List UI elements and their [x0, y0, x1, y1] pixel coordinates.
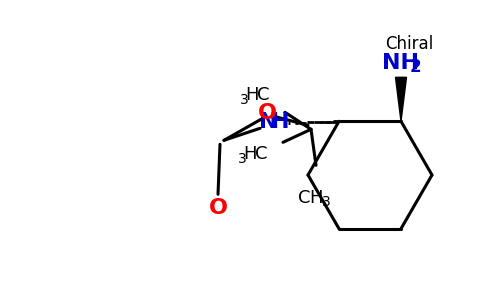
- Text: 3: 3: [238, 152, 247, 166]
- Text: N: N: [259, 112, 277, 132]
- Polygon shape: [395, 77, 407, 121]
- Text: H: H: [309, 189, 323, 207]
- Text: 3: 3: [322, 195, 331, 209]
- Text: H: H: [271, 112, 289, 132]
- Text: H: H: [243, 145, 257, 163]
- Text: 3: 3: [240, 93, 249, 107]
- Text: NH: NH: [381, 53, 419, 73]
- Text: H: H: [245, 86, 259, 104]
- Text: O: O: [257, 103, 276, 123]
- Text: O: O: [209, 198, 227, 218]
- Text: Chiral: Chiral: [385, 35, 433, 53]
- Text: 2: 2: [409, 58, 421, 76]
- Text: C: C: [255, 145, 267, 163]
- Text: C: C: [257, 86, 269, 104]
- Text: C: C: [298, 189, 310, 207]
